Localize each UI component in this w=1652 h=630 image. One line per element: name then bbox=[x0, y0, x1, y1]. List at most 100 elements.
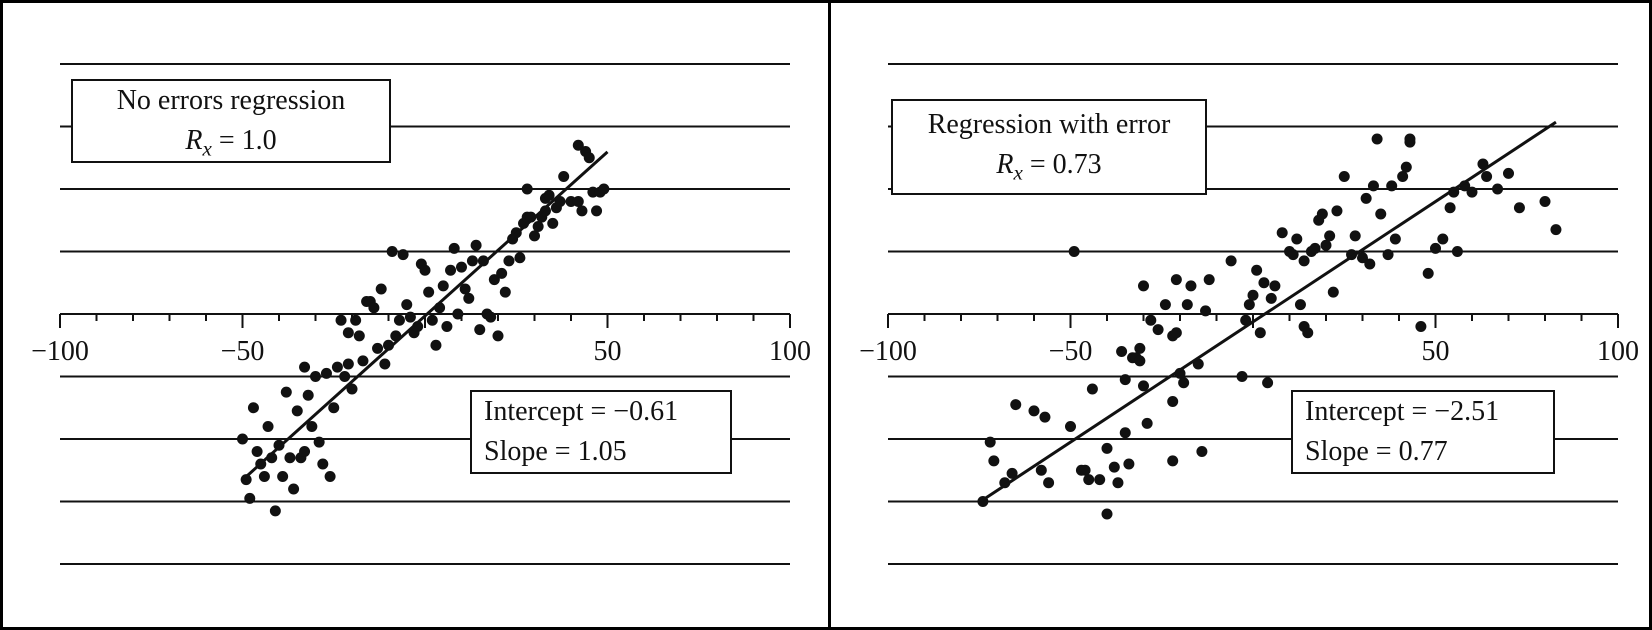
left-r-value: Rx = 1.0 bbox=[185, 125, 277, 161]
left-x-tick-label: −50 bbox=[221, 336, 265, 367]
right-data-point bbox=[1539, 196, 1551, 207]
left-data-point bbox=[379, 358, 391, 370]
left-data-point bbox=[426, 314, 438, 326]
left-stats-box: Intercept = −0.61 Slope = 1.05 bbox=[470, 390, 732, 474]
right-data-point bbox=[1338, 171, 1350, 182]
right-data-point bbox=[1141, 417, 1153, 429]
right-data-point bbox=[1196, 446, 1208, 457]
right-data-point bbox=[988, 455, 1000, 467]
right-data-point bbox=[1181, 299, 1193, 311]
left-data-point bbox=[299, 446, 311, 457]
left-regression-line bbox=[241, 150, 609, 482]
right-data-point bbox=[1316, 208, 1328, 220]
right-data-point bbox=[1152, 324, 1164, 336]
right-data-point bbox=[1466, 186, 1478, 198]
left-x-tick-label: 100 bbox=[769, 336, 811, 367]
left-data-point bbox=[339, 371, 351, 382]
right-data-point bbox=[1389, 233, 1401, 245]
left-data-point bbox=[463, 292, 475, 304]
left-data-point bbox=[532, 221, 544, 232]
right-data-point bbox=[1422, 267, 1434, 279]
left-data-point bbox=[299, 361, 311, 373]
right-data-point bbox=[1375, 208, 1387, 220]
left-data-point bbox=[547, 217, 559, 229]
right-data-point bbox=[1134, 355, 1146, 367]
right-data-point bbox=[1258, 277, 1270, 289]
right-data-point bbox=[1287, 249, 1299, 261]
right-data-point bbox=[1243, 299, 1255, 311]
left-data-point bbox=[452, 308, 464, 320]
right-data-point bbox=[1167, 396, 1179, 407]
left-data-point bbox=[488, 274, 500, 286]
right-data-point bbox=[1364, 258, 1376, 270]
right-data-point bbox=[1138, 380, 1149, 392]
left-data-point bbox=[558, 171, 570, 182]
right-data-point bbox=[1083, 474, 1095, 486]
right-data-point bbox=[1415, 321, 1427, 332]
right-data-point bbox=[1065, 421, 1076, 432]
right-title-box: Regression with error Rx = 0.73 bbox=[891, 99, 1207, 195]
left-data-point bbox=[280, 386, 292, 398]
right-data-point bbox=[1116, 346, 1128, 357]
right-data-point bbox=[1170, 274, 1182, 286]
left-data-point bbox=[357, 355, 369, 367]
right-data-point bbox=[1079, 464, 1091, 476]
right-data-point bbox=[1086, 383, 1098, 395]
left-data-point bbox=[306, 421, 318, 432]
right-data-point bbox=[1178, 377, 1190, 389]
right-r-value: Rx = 0.73 bbox=[996, 149, 1102, 185]
left-data-point bbox=[350, 314, 362, 326]
left-data-point bbox=[251, 446, 263, 457]
left-data-point bbox=[543, 189, 555, 201]
right-data-point bbox=[1119, 427, 1131, 439]
left-data-point bbox=[441, 321, 453, 332]
right-x-tick-label: 100 bbox=[1597, 336, 1639, 367]
right-data-point bbox=[1382, 249, 1394, 261]
left-data-point bbox=[529, 230, 540, 242]
left-data-point bbox=[401, 299, 413, 311]
left-data-point bbox=[335, 314, 347, 326]
right-data-point bbox=[1397, 171, 1409, 182]
right-data-point bbox=[1101, 508, 1113, 520]
right-data-point bbox=[1309, 242, 1321, 254]
right-data-point bbox=[1513, 202, 1525, 214]
left-data-point bbox=[342, 358, 354, 370]
right-data-point bbox=[1437, 233, 1449, 245]
left-data-point bbox=[514, 252, 526, 264]
right-data-point bbox=[1481, 171, 1493, 182]
left-data-point bbox=[320, 367, 332, 379]
left-data-point bbox=[576, 205, 588, 217]
right-data-point bbox=[1269, 280, 1281, 292]
right-data-point bbox=[1159, 299, 1171, 311]
right-data-point bbox=[1265, 292, 1277, 304]
left-data-point bbox=[572, 139, 584, 151]
right-data-point bbox=[1236, 371, 1248, 382]
right-data-point bbox=[1225, 255, 1237, 267]
right-data-point bbox=[1167, 455, 1179, 467]
left-data-point bbox=[572, 196, 584, 207]
right-data-point bbox=[1298, 255, 1310, 267]
right-data-point bbox=[1360, 192, 1372, 204]
left-data-point bbox=[258, 471, 270, 482]
right-x-tick-label: −50 bbox=[1049, 336, 1093, 367]
left-data-point bbox=[368, 302, 380, 314]
left-data-point bbox=[459, 283, 471, 295]
right-data-point bbox=[1247, 289, 1259, 301]
left-title: No errors regression bbox=[116, 85, 346, 116]
right-data-point bbox=[1203, 274, 1215, 286]
right-data-point bbox=[1028, 405, 1040, 417]
left-data-point bbox=[397, 249, 409, 261]
left-data-point bbox=[244, 492, 256, 504]
right-data-point bbox=[1254, 327, 1266, 339]
left-data-point bbox=[328, 402, 340, 414]
left-data-point bbox=[375, 283, 387, 295]
right-data-point bbox=[1324, 230, 1336, 242]
right-data-point bbox=[1043, 477, 1055, 489]
right-data-point bbox=[1349, 230, 1361, 242]
left-data-point bbox=[247, 402, 259, 414]
right-data-point bbox=[1430, 242, 1441, 254]
right-data-point bbox=[1276, 227, 1288, 239]
left-data-point bbox=[456, 261, 467, 273]
right-data-point bbox=[1503, 167, 1514, 179]
right-data-point bbox=[1094, 474, 1106, 486]
